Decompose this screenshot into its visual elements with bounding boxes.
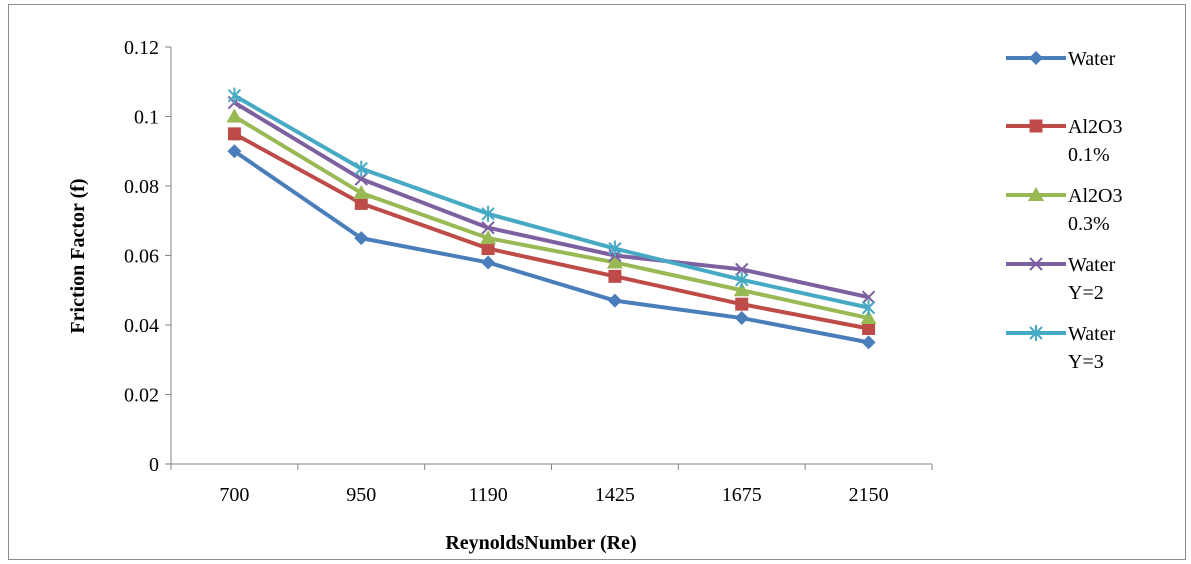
data-point [227,127,241,141]
legend-item-3: Al2O3 0.3% [1006,185,1122,235]
y-tick-label: 0.1 [134,107,159,129]
legend-label: Y=3 [1068,351,1104,373]
legend-label: Water [1068,323,1116,345]
data-point [354,196,368,210]
data-point [354,160,368,177]
series-line-2 [233,132,869,331]
data-point [480,230,497,245]
data-point [227,87,242,104]
legend-label: Al2O3 [1068,116,1122,138]
y-tick-label: 0.06 [124,246,159,268]
y-tick-label: 0.12 [124,37,159,59]
data-point [606,254,623,269]
chart-frame [8,4,1186,560]
data-point [481,242,495,256]
data-point [861,290,876,304]
data-point [861,335,876,350]
data-point [735,297,749,311]
legend-item-4: Water Y=2 [1006,254,1116,304]
y-axis-title: Friction Factor (f) [67,178,89,333]
data-point [227,144,242,159]
data-point [608,269,622,283]
y-tick-label: 0.04 [124,315,159,337]
data-point [735,262,749,277]
legend: Water Al2O3 0.1% Al2O3 0.3% Water Y=2 Water Y=3 [1006,48,1122,373]
legend-label: Water [1068,48,1116,70]
data-point [226,108,243,123]
legend-label: Al2O3 [1068,185,1122,207]
y-tick-label: 0 [149,454,159,476]
x-tick-label: 2150 [849,484,889,506]
legend-label: Water [1068,254,1116,276]
data-point [481,220,495,235]
data-point [354,231,369,246]
data-point [735,271,749,288]
legend-item-5: Water Y=3 [1006,323,1116,373]
y-tick-label: 0.02 [124,385,159,407]
legend-item-2: Al2O3 0.1% [1006,116,1122,166]
x-tick-label: 1675 [722,484,762,506]
y-tick-label: 0.08 [124,176,159,198]
x-tick-label: 1190 [468,484,507,506]
series-line-4 [233,100,870,300]
data-point [607,293,622,308]
data-point [734,311,749,326]
data-point [353,184,370,199]
series-line-1 [233,149,869,345]
plot-area [226,87,877,350]
legend-item-1: Water [1006,48,1116,70]
x-tick-label: 1425 [595,484,635,506]
legend-label: 0.3% [1068,213,1110,235]
data-point [733,282,750,297]
x-tick-label: 950 [346,484,376,506]
legend-marker [1028,187,1044,201]
legend-marker [1029,257,1043,271]
x-tick-label: 700 [219,484,249,506]
legend-label: Y=2 [1068,282,1104,304]
x-axis-title: ReynoldsNumber (Re) [445,532,636,554]
data-point [861,299,876,316]
series-line-3 [233,114,870,321]
series-line-5 [233,93,870,310]
legend-marker [1029,119,1043,133]
legend-label: 0.1% [1068,144,1110,166]
axes: 0 0.02 0.04 0.06 0.08 0.1 0.12 700 950 1190 1425 16… [124,37,933,506]
data-point [481,205,495,222]
data-point [862,321,876,335]
data-point [860,310,877,325]
data-point [608,240,622,257]
data-point [481,255,496,270]
data-point [354,172,368,186]
legend-marker [1029,325,1043,341]
legend-marker [1029,51,1043,65]
